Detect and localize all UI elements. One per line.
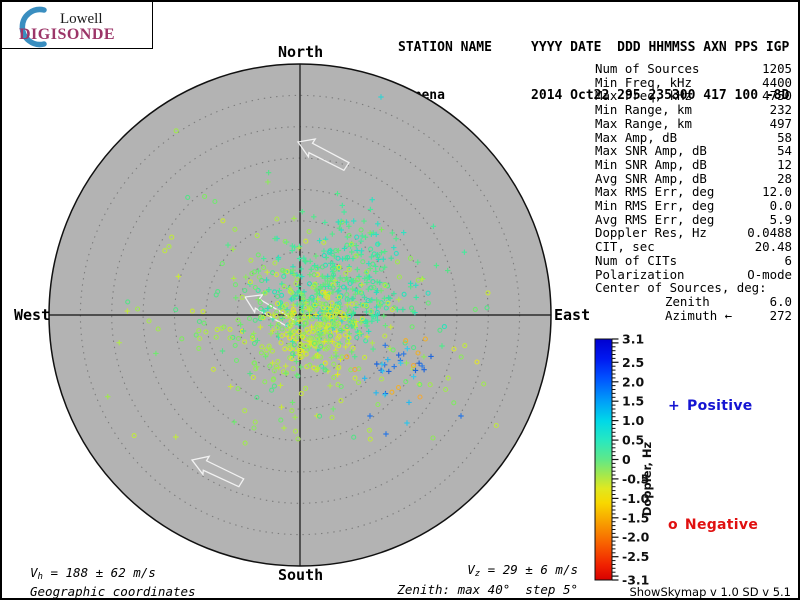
vertical-velocity-value: Vz = 29 ± 6 m/s (467, 562, 578, 579)
legend-positive-label: Positive (687, 398, 753, 414)
stat-row: Min Range, km 232 (595, 103, 792, 117)
version-label: ShowSkymap v 1.0 SD v 5.1 (629, 585, 791, 599)
stat-label: Num of CITs (595, 252, 678, 268)
stat-value: 0.0 (769, 198, 792, 214)
stat-label: Avg RMS Err, deg (595, 211, 715, 227)
stat-row: CIT, sec 20.48 (595, 240, 792, 254)
stat-label: Min Range, km (595, 102, 692, 118)
scatter-points (105, 94, 499, 446)
stat-row: Center of Sources, deg: (595, 281, 792, 295)
compass-west-label: West (14, 306, 51, 324)
colorbar-tick-label: 0.5 (622, 433, 644, 448)
drift-arrow-icon (190, 455, 245, 488)
stat-label: Center of Sources, deg: (595, 280, 767, 296)
colorbar-tick-label: 0 (622, 452, 631, 467)
stat-label: Min RMS Err, deg (595, 198, 715, 214)
stat-label: Zenith (665, 293, 710, 309)
compass-east-label: East (554, 306, 591, 324)
stat-row: Num of Sources 1205 (595, 62, 792, 76)
stat-row: Min Freq, kHz 4400 (595, 74, 792, 90)
colorbar-tick-label: -0.5 (622, 471, 649, 486)
stat-label: Azimuth ← (665, 307, 733, 323)
colorbar-title: Doppler, Hz (640, 442, 654, 517)
colorbar-tick-label: 3.1 (622, 332, 644, 347)
colorbar-tick-label: -2.5 (622, 549, 649, 564)
stat-label: Max RMS Err, deg (595, 184, 715, 200)
stat-label: Max Range, km (595, 115, 692, 131)
logo-crescent-icon (19, 6, 47, 48)
stat-value: 1205 (762, 61, 792, 76)
stat-value: 20.48 (754, 239, 792, 255)
stat-row: Max RMS Err, deg 12.0 (595, 185, 792, 199)
logo-brand-top: Lowell (60, 11, 103, 27)
stat-value: O-mode (747, 266, 792, 282)
stat-value: 0.0488 (747, 225, 792, 241)
colorbar-tick-label: -1.0 (622, 491, 650, 506)
colorbar (594, 338, 613, 581)
plus-marker-icon: + (668, 398, 681, 414)
coordinates-note: Geographic coordinates (30, 584, 196, 599)
header-columns: STATION NAME YYYY DATE DDD HHMMSS AXN PP… (398, 40, 790, 55)
stat-value: 4400 (762, 74, 792, 90)
stat-row: Avg RMS Err, deg 5.9 (595, 213, 792, 227)
stat-value: 12.0 (762, 184, 792, 200)
stat-row: Max SNR Amp, dB 54 (595, 144, 792, 158)
zenith-range-note: Zenith: max 40° step 5° (397, 582, 578, 597)
legend-positive: + Positive (668, 398, 753, 414)
stat-value: 232 (769, 102, 792, 118)
stat-value: 272 (769, 307, 792, 323)
stat-row: Max Freq, kHz 4750 (595, 89, 792, 103)
stats-panel: Num of Sources 1205 Min Freq, kHz 4400 Max F… (595, 62, 792, 322)
lowell-digisonde-logo: Lowell DIGISONDE (2, 2, 153, 49)
stat-value: 12 (777, 156, 792, 172)
circle-marker-icon: o (668, 517, 678, 533)
stat-row: Max Amp, dB 58 (595, 129, 792, 145)
stat-label: Max SNR Amp, dB (595, 143, 707, 159)
stat-value: 5.9 (769, 211, 792, 227)
stat-row: Num of CITs 6 (595, 254, 792, 268)
colorbar-tick-label: 1.5 (622, 394, 644, 409)
legend-negative-label: Negative (684, 517, 759, 533)
colorbar-tick-label: -2.0 (622, 530, 650, 545)
stat-value: 6 (784, 252, 792, 268)
stat-row: Doppler Res, Hz 0.0488 (595, 226, 792, 240)
logo-brand-bottom: DIGISONDE (19, 26, 116, 43)
stat-label: Polarization (595, 266, 685, 282)
stat-row: Max Range, km 497 (595, 117, 792, 131)
stat-row: Azimuth ← 272 (595, 307, 792, 323)
compass-north-label: North (278, 43, 324, 61)
stat-row: Zenith 6.0 (595, 295, 792, 309)
stat-label: Max Amp, dB (595, 129, 678, 145)
stat-value: 54 (777, 143, 792, 159)
colorbar-tick-label: -1.5 (622, 510, 649, 525)
stat-label: CIT, sec (595, 239, 655, 255)
stat-value: 497 (769, 115, 792, 131)
stat-label: Avg SNR Amp, dB (595, 170, 707, 186)
horizontal-velocity-value: Vh = 188 ± 62 m/s (30, 565, 156, 582)
legend-negative: o Negative (668, 517, 758, 533)
stat-label: Num of Sources (595, 61, 700, 76)
colorbar-tick-label: 2.5 (622, 355, 644, 370)
colorbar-tick-label: 1.0 (622, 413, 644, 428)
colorbar-tick-label: 2.0 (622, 374, 644, 389)
header-block: STATION NAME YYYY DATE DDD HHMMSS AXN PP… (398, 8, 789, 136)
stat-row: Min SNR Amp, dB 12 (595, 158, 792, 172)
stat-value: 58 (777, 129, 792, 145)
stat-row: Avg SNR Amp, dB 28 (595, 170, 792, 186)
compass-south-label: South (278, 566, 324, 584)
stat-label: Max Freq, kHz (595, 88, 692, 104)
stat-label: Min SNR Amp, dB (595, 156, 707, 172)
stat-row: Polarization O-mode (595, 266, 792, 282)
stat-label: Doppler Res, Hz (595, 225, 707, 241)
colorbar-ticks: 3.1 2.5 2.0 1.5 1.0 0.5 0 -0.5 -1.0 -1.5 -2.0 -2.5 -… (612, 332, 650, 588)
stat-label: Min Freq, kHz (595, 74, 692, 90)
colorbar-tick-label: -3.1 (622, 573, 649, 588)
stat-row: Min RMS Err, deg 0.0 (595, 199, 792, 213)
stat-value: 28 (777, 170, 792, 186)
stat-value: 6.0 (769, 293, 792, 309)
drift-arrow-icon (296, 138, 350, 172)
stat-value: 4750 (762, 88, 792, 104)
